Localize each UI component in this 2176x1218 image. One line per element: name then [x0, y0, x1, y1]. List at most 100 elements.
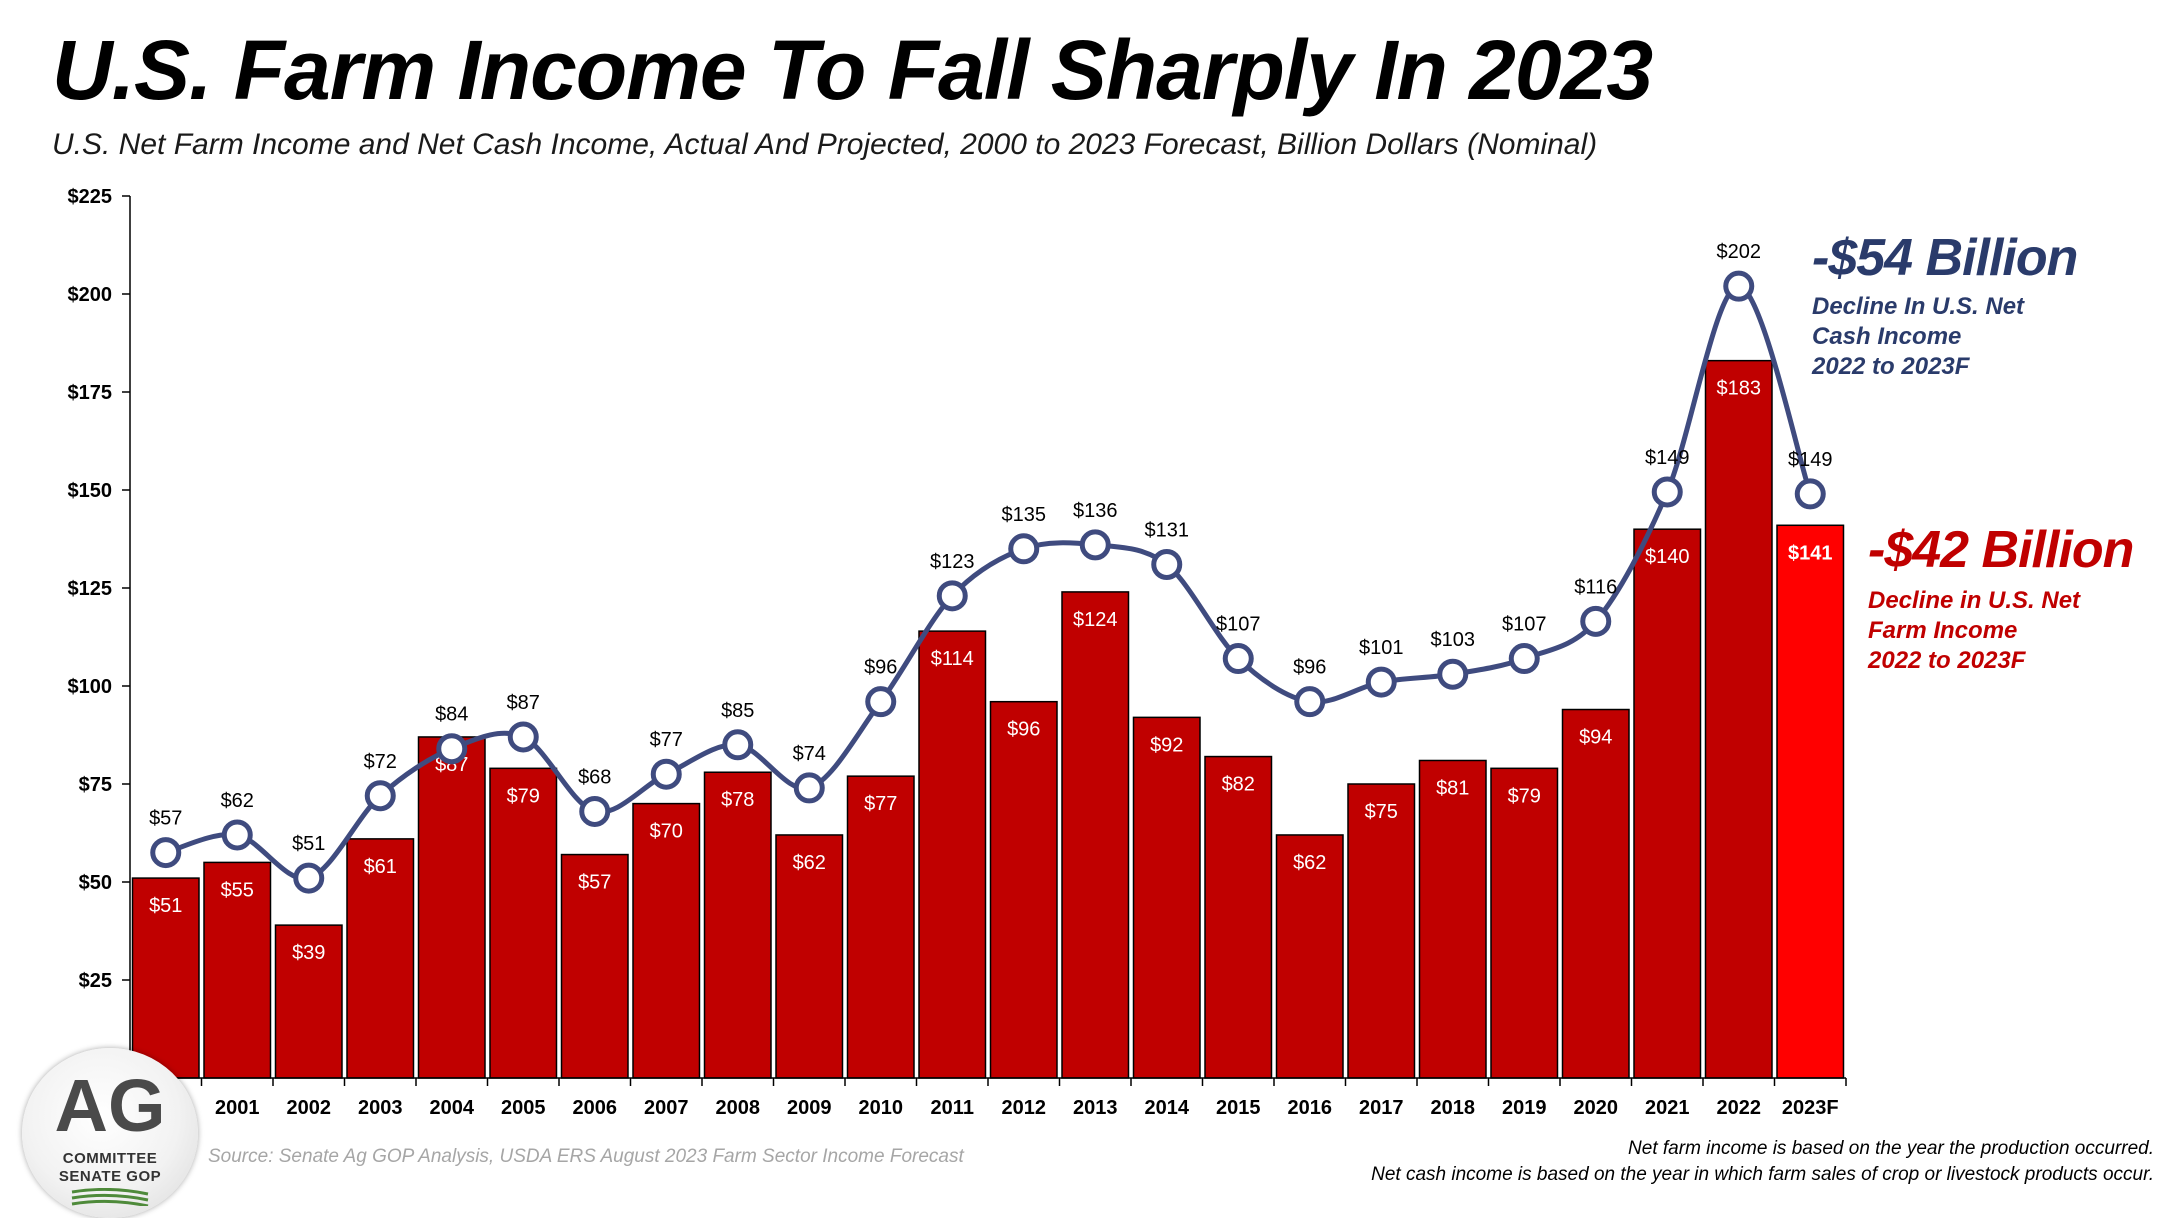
line-point [722, 729, 754, 761]
x-tick-label: 2005 [501, 1097, 546, 1119]
bar [632, 802, 701, 1079]
line-point [1008, 533, 1040, 565]
line-point [936, 580, 968, 612]
line-point [1794, 478, 1826, 510]
logo-ag-text: AG [54, 1064, 166, 1147]
bar-value-label: $141 [1788, 542, 1833, 564]
bar [417, 736, 486, 1079]
bar-value-label: $183 [1717, 378, 1762, 400]
line-value-label: $101 [1359, 637, 1404, 659]
x-tick-label: 2001 [215, 1097, 260, 1119]
bar [1132, 716, 1201, 1079]
bar [703, 771, 772, 1079]
line-point [1222, 643, 1254, 675]
x-tick-label: 2013 [1073, 1097, 1118, 1119]
x-tick-label: 2021 [1645, 1097, 1690, 1119]
bar-value-label: $81 [1436, 777, 1469, 799]
line-point [436, 733, 468, 765]
line-point [1365, 666, 1397, 698]
y-tick-label: $175 [68, 382, 113, 404]
footnote-line: Net farm income is based on the year the… [1628, 1138, 2154, 1159]
x-tick-label: 2004 [430, 1097, 475, 1119]
bar [489, 767, 558, 1079]
bar-value-label: $57 [578, 872, 611, 894]
bar-value-label: $82 [1222, 774, 1255, 796]
y-tick-label: $200 [68, 284, 113, 306]
farm-income-decline-value: -$42 Billion [1868, 521, 2134, 579]
x-tick-label: 2007 [644, 1097, 689, 1119]
bar [1561, 708, 1630, 1079]
y-tick-label: $25 [79, 970, 112, 992]
x-tick-label: 2014 [1145, 1097, 1190, 1119]
line-value-label: $136 [1073, 500, 1118, 522]
chart-title: U.S. Farm Income To Fall Sharply In 2023 [52, 23, 1653, 117]
x-tick-label: 2003 [358, 1097, 403, 1119]
line-point [364, 780, 396, 812]
bar [1633, 528, 1702, 1079]
line-value-label: $87 [507, 692, 540, 714]
callout-line: Decline In U.S. Net [1812, 293, 2025, 320]
x-tick-label: 2009 [787, 1097, 832, 1119]
logo-field-rows-icon [71, 1188, 149, 1206]
footnotes: Net farm income is based on the year the… [1371, 1136, 2154, 1188]
bar [918, 630, 987, 1079]
y-tick-label: $150 [68, 480, 113, 502]
bar-value-label: $62 [793, 852, 826, 874]
footnote-line: Net cash income is based on the year in … [1371, 1164, 2154, 1185]
callout-line: Cash Income [1812, 323, 1962, 350]
bar-value-label: $62 [1293, 852, 1326, 874]
callout-line: 2022 to 2023F [1812, 353, 1970, 380]
bar-value-label: $114 [931, 648, 974, 670]
line-value-label: $116 [1574, 576, 1617, 598]
bar [346, 838, 415, 1079]
bar-value-label: $124 [1073, 609, 1118, 631]
line-point [1651, 476, 1683, 508]
bar-value-label: $79 [1508, 785, 1541, 807]
bar-value-label: $51 [149, 895, 182, 917]
y-tick-label: $50 [79, 872, 112, 894]
y-tick-label: $225 [68, 186, 113, 208]
line-point [150, 837, 182, 869]
bar [1204, 755, 1273, 1079]
cash-income-decline-description: Decline In U.S. Net Cash Income 2022 to … [1812, 292, 2024, 382]
bar-value-label: $140 [1645, 546, 1690, 568]
bar-value-label: $61 [364, 856, 397, 878]
chart-subtitle: U.S. Net Farm Income and Net Cash Income… [52, 128, 1598, 161]
line-point [1580, 605, 1612, 637]
line-point [1294, 686, 1326, 718]
line-point [221, 819, 253, 851]
line-value-label: $84 [435, 704, 468, 726]
line-point [650, 758, 682, 790]
bar-value-label: $96 [1007, 719, 1040, 741]
bar [1061, 591, 1130, 1079]
cash-income-decline-value: -$54 Billion [1812, 229, 2078, 287]
x-tick-label: 2020 [1574, 1097, 1619, 1119]
x-tick-label: 2010 [859, 1097, 904, 1119]
bar-value-label: $79 [507, 785, 540, 807]
line-value-label: $57 [149, 808, 182, 830]
line-value-label: $149 [1645, 447, 1690, 469]
farm-income-decline-description: Decline in U.S. Net Farm Income 2022 to … [1868, 586, 2080, 676]
bar-value-label: $75 [1365, 801, 1398, 823]
line-value-label: $72 [364, 751, 397, 773]
bar [775, 834, 844, 1079]
source-note: Source: Senate Ag GOP Analysis, USDA ERS… [208, 1146, 964, 1167]
bar [1418, 759, 1487, 1079]
bar [989, 700, 1058, 1079]
logo-senate-gop-text: SENATE GOP [58, 1168, 162, 1185]
x-tick-label: 2015 [1216, 1097, 1261, 1119]
bar-value-label: $92 [1150, 734, 1183, 756]
line-value-label: $62 [221, 790, 254, 812]
line-point [793, 772, 825, 804]
line-point [1151, 548, 1183, 580]
y-tick-label: $125 [68, 578, 113, 600]
x-tick-label: 2016 [1288, 1097, 1333, 1119]
x-tick-label: 2019 [1502, 1097, 1547, 1119]
x-tick-label: 2017 [1359, 1097, 1404, 1119]
bar [1704, 359, 1773, 1079]
line-point [865, 686, 897, 718]
bar-value-label: $78 [721, 789, 754, 811]
bar [1776, 524, 1845, 1079]
x-tick-label: 2022 [1717, 1097, 1762, 1119]
